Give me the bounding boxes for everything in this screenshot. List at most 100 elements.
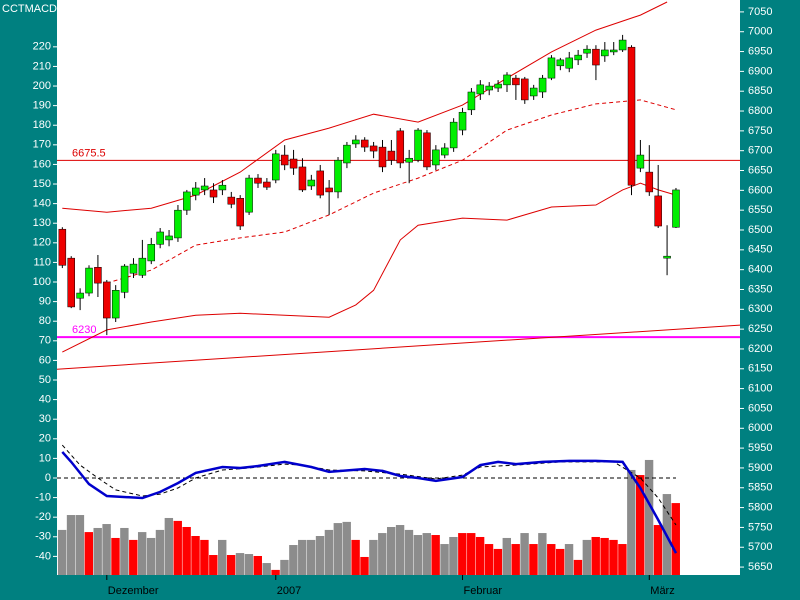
histogram-bar [538, 533, 547, 575]
histogram-bar [475, 536, 485, 575]
candle-body [618, 39, 627, 51]
candle-body [343, 144, 351, 164]
histogram-bar [298, 539, 307, 575]
histogram-bar [66, 515, 76, 575]
candle-body [405, 157, 413, 163]
y2-tick-label: 190 [33, 100, 51, 112]
trend-line [56, 324, 741, 370]
y2-tick-label: 30 [39, 413, 51, 425]
histogram-bar [618, 544, 627, 575]
y-tick-label: 6550 [748, 204, 772, 216]
histogram-bar [493, 548, 503, 575]
histogram-bar [155, 529, 165, 575]
y-tick-label: 5800 [748, 501, 772, 513]
candle-body [609, 49, 618, 53]
y2-tick-label: 20 [39, 433, 51, 445]
histogram-bar [671, 503, 680, 575]
y-tick-label: 6850 [748, 85, 772, 97]
histogram-bar [244, 554, 254, 575]
histogram-bar [333, 523, 343, 575]
histogram-bar [235, 553, 245, 575]
x-tick-label: März [650, 585, 674, 597]
histogram-bar [129, 539, 138, 575]
histogram-bar [289, 545, 298, 575]
candle-body [574, 54, 582, 61]
candle-body [191, 187, 200, 196]
y2-tick-label: -10 [35, 491, 51, 503]
histogram-bar [484, 544, 494, 575]
candle-body [476, 84, 485, 95]
candle-body [592, 48, 600, 66]
histogram-bar [627, 469, 636, 575]
candle-body [547, 57, 556, 79]
candle-body [538, 77, 547, 93]
level-label: 6675.5 [72, 147, 106, 159]
y-tick-label: 6050 [748, 402, 772, 414]
histogram-bar [440, 544, 449, 575]
candle-body [245, 177, 253, 213]
candle-body [236, 198, 244, 227]
candle-body [414, 129, 422, 161]
histogram-bar [342, 521, 351, 575]
histogram-bar [386, 526, 396, 575]
histogram-bar [458, 533, 467, 575]
y-tick-label: 6700 [748, 145, 772, 157]
histogram-bar [137, 532, 147, 575]
level-label: 6230 [72, 324, 96, 336]
candle-body [432, 149, 440, 166]
histogram-bar [404, 529, 414, 575]
y2-tick-label: 200 [33, 80, 51, 92]
candle-body [627, 46, 636, 186]
candle-body [352, 139, 360, 145]
histogram-bar [555, 548, 565, 575]
candle-body [129, 263, 138, 274]
candle-body [556, 59, 565, 67]
y2-tick-label: 110 [33, 256, 51, 268]
y2-tick-label: 170 [33, 139, 51, 151]
candle-body [76, 292, 84, 299]
histogram-bar [644, 459, 654, 575]
candle-body [138, 257, 147, 276]
histogram-bar [582, 539, 592, 575]
histogram-bar [413, 535, 423, 575]
candle-body [263, 181, 271, 188]
histogram-bar [360, 556, 369, 575]
x-tick-label: Februar [464, 585, 503, 597]
candle-body [485, 85, 493, 91]
candle-body [565, 57, 573, 69]
histogram-bar [209, 555, 218, 575]
candle-body [360, 139, 369, 148]
y2-tick-label: 80 [39, 315, 51, 327]
candle-body [174, 209, 182, 239]
candle-body [94, 267, 102, 284]
candle-body [458, 111, 467, 131]
histogram-bar [564, 544, 574, 575]
candle-body [387, 150, 396, 161]
y-tick-label: 6150 [748, 363, 772, 375]
x-tick-label: Dezember [108, 585, 159, 597]
candle-body [645, 171, 654, 193]
histogram-bar [200, 539, 209, 575]
histogram-bar [75, 515, 85, 575]
histogram-bar [378, 533, 387, 575]
candle-body [636, 154, 645, 169]
candle-body [663, 255, 671, 259]
histogram-bar [218, 539, 227, 575]
histogram-bar [164, 517, 174, 575]
candle-body [289, 158, 298, 169]
candle-body [85, 267, 93, 294]
candle-body [503, 74, 511, 86]
candle-body [307, 179, 316, 187]
y-tick-label: 6400 [748, 264, 772, 276]
candle-body [111, 290, 120, 319]
histogram-bar [422, 533, 431, 575]
histogram-bar [146, 537, 156, 575]
candle-body [209, 189, 218, 198]
y-tick-label: 5700 [748, 541, 772, 553]
candle-body [369, 145, 378, 152]
histogram-bar [120, 527, 129, 575]
y-tick-label: 6750 [748, 125, 772, 137]
candle-body [183, 191, 191, 211]
y-tick-label: 7000 [748, 26, 772, 38]
